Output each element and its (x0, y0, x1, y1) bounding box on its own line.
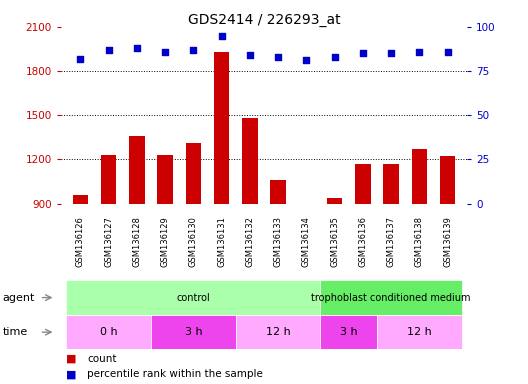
Bar (440, 156, 455, 336)
Bar (270, 180, 286, 336)
Text: ■: ■ (66, 369, 77, 379)
Text: GSM136137: GSM136137 (386, 217, 395, 267)
Bar (101, 155, 117, 336)
Point (387, 50, 395, 56)
Text: GSM136130: GSM136130 (189, 217, 198, 267)
Point (76, 56, 84, 62)
Bar (320, 280, 461, 315)
Point (105, 47, 113, 53)
Point (331, 54, 339, 60)
Point (133, 45, 141, 51)
Text: GSM136133: GSM136133 (274, 217, 282, 267)
Text: GDS2414 / 226293_at: GDS2414 / 226293_at (187, 13, 341, 27)
Bar (151, 315, 236, 349)
Point (444, 48, 452, 55)
Bar (377, 315, 461, 349)
Point (302, 57, 310, 63)
Text: GSM136128: GSM136128 (133, 217, 142, 267)
Bar (327, 198, 342, 336)
Point (359, 50, 367, 56)
Text: agent: agent (3, 293, 35, 303)
Text: time: time (3, 327, 28, 337)
Text: GSM136138: GSM136138 (415, 217, 424, 267)
Point (218, 33, 226, 39)
Text: count: count (87, 354, 117, 364)
Text: 12 h: 12 h (407, 327, 432, 337)
Bar (129, 136, 145, 336)
Point (415, 48, 423, 55)
Text: GSM136136: GSM136136 (359, 217, 367, 267)
Bar (73, 195, 88, 336)
Text: ■: ■ (66, 354, 77, 364)
Bar (214, 52, 229, 336)
Point (161, 48, 169, 55)
Text: GSM136129: GSM136129 (161, 217, 169, 267)
Bar (236, 315, 320, 349)
Bar (67, 280, 320, 315)
Point (189, 47, 197, 53)
Text: GSM136127: GSM136127 (104, 217, 113, 267)
Text: GSM136132: GSM136132 (246, 217, 254, 267)
Text: GSM136131: GSM136131 (217, 217, 226, 267)
Text: percentile rank within the sample: percentile rank within the sample (87, 369, 263, 379)
Text: control: control (176, 293, 210, 303)
Text: trophoblast conditioned medium: trophoblast conditioned medium (312, 293, 471, 303)
Text: GSM136134: GSM136134 (302, 217, 311, 267)
Text: 12 h: 12 h (266, 327, 290, 337)
Bar (299, 204, 314, 336)
Bar (186, 143, 201, 336)
Bar (67, 315, 151, 349)
Point (246, 52, 254, 58)
Text: GSM136135: GSM136135 (330, 217, 339, 267)
Text: 3 h: 3 h (185, 327, 202, 337)
Bar (383, 164, 399, 336)
Point (274, 54, 282, 60)
Bar (242, 118, 258, 336)
Text: 3 h: 3 h (340, 327, 357, 337)
Bar (411, 149, 427, 336)
Text: GSM136139: GSM136139 (443, 217, 452, 267)
Text: 0 h: 0 h (100, 327, 118, 337)
Text: GSM136126: GSM136126 (76, 217, 85, 267)
Bar (320, 315, 377, 349)
Bar (157, 155, 173, 336)
Bar (355, 164, 371, 336)
